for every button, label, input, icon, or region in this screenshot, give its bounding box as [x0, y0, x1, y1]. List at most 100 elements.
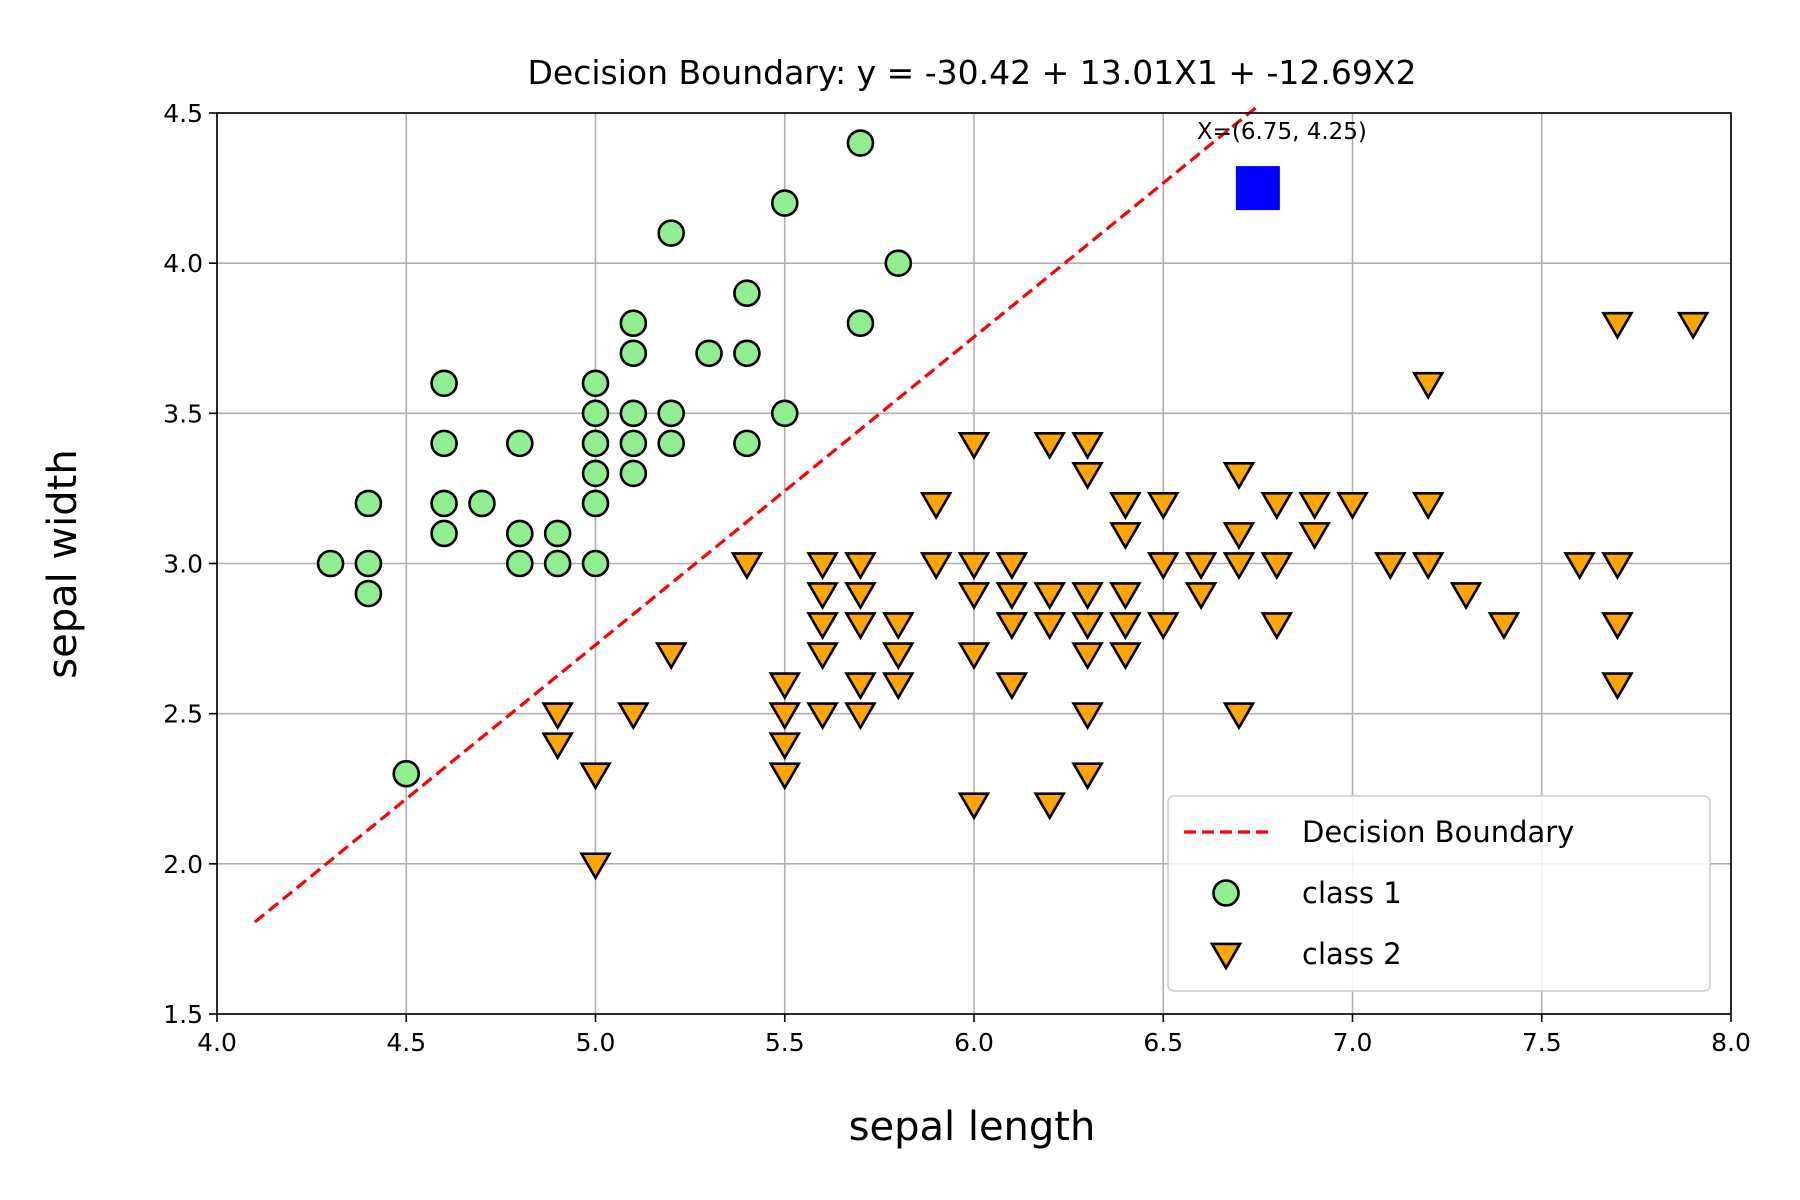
class-2-point: [1071, 612, 1104, 641]
class-2-point: [995, 612, 1029, 641]
class-2-point: [957, 582, 991, 611]
y-tick-label: 4.0: [163, 249, 203, 278]
class-2-point: [1184, 552, 1218, 581]
x-tick-label: 6.5: [1143, 1028, 1183, 1057]
class-2-point: [1033, 792, 1066, 821]
class-1-point: [733, 339, 761, 368]
class-1-point: [695, 339, 723, 368]
class-1-point: [770, 399, 799, 428]
class-1-point: [733, 279, 761, 308]
class-2-point: [579, 852, 612, 881]
class-1-point: [430, 429, 458, 458]
x-tick-label: 7.0: [1333, 1028, 1373, 1057]
legend: Decision Boundary class 1 class 2: [1167, 795, 1711, 992]
class-2-point: [1146, 492, 1180, 521]
query-point-marker: [1235, 166, 1280, 211]
class-2-point: [844, 612, 877, 641]
decision-boundary-line: [253, 104, 1259, 924]
class-2-point: [1374, 552, 1407, 581]
class-1-point: [430, 369, 458, 398]
x-tick-label: 8.0: [1711, 1028, 1751, 1057]
y-axis-label: sepal width: [40, 449, 86, 678]
class-2-point: [919, 492, 953, 521]
class-2-point: [1146, 612, 1180, 641]
x-axis-label: sepal length: [849, 1104, 1096, 1150]
class-2-point: [1033, 612, 1066, 641]
x-tick-label: 4.0: [197, 1028, 237, 1057]
class-1-point: [619, 309, 648, 338]
class-2-point: [882, 672, 915, 701]
class-1-point: [430, 489, 458, 518]
class-2-point: [1411, 371, 1445, 400]
axis-ticks: 4.0 4.5 5.0 5.5 6.0 6.5 7.0 7.5 8.0 1.5 2.0 2.5 3.0 3…: [163, 99, 1751, 1057]
class-1-point: [884, 249, 913, 277]
class-2-point: [1260, 612, 1294, 641]
decision-boundary-layer: [253, 104, 1259, 924]
class-2-point: [1222, 462, 1256, 490]
class-2-point: [1298, 492, 1331, 521]
class-1-point: [505, 429, 534, 458]
class-2-point: [844, 582, 877, 611]
class-1-point: [581, 459, 610, 488]
class-2-point: [1601, 612, 1634, 641]
class-1-point: [354, 549, 383, 578]
class-2-point: [1411, 492, 1445, 521]
class-2-point: [1601, 552, 1634, 581]
class-2-point: [768, 702, 802, 731]
y-tick-label: 1.5: [163, 1000, 203, 1029]
class-1-point: [543, 519, 572, 548]
class-1-point: [505, 519, 534, 548]
class-2-point: [1487, 612, 1521, 641]
class-2-point: [1336, 492, 1369, 521]
data-points-layer: [316, 129, 1710, 881]
class-2-point: [730, 552, 764, 581]
class-1-point: [581, 369, 610, 398]
class-2-point: [882, 642, 915, 671]
chart-title: Decision Boundary: y = -30.42 + 13.01X1 …: [528, 53, 1417, 92]
class-2-point: [806, 582, 839, 611]
y-tick-label: 3.0: [163, 550, 203, 579]
class-2-point: [806, 702, 839, 731]
class-2-point: [1222, 552, 1256, 581]
class-1-point: [468, 489, 496, 518]
class-2-point: [579, 762, 612, 791]
class-1-point: [657, 219, 686, 247]
class-1-point: [657, 399, 686, 428]
class-2-point: [995, 582, 1029, 611]
x-tick-label: 7.5: [1522, 1028, 1562, 1057]
class-1-point: [581, 429, 610, 458]
class-2-point: [1033, 431, 1066, 460]
class-2-point: [1298, 522, 1331, 551]
class-2-point: [957, 431, 991, 460]
class-2-point: [1676, 311, 1710, 340]
class-1-point: [581, 549, 610, 578]
class-2-point: [1184, 582, 1218, 611]
class-2-point: [768, 732, 802, 761]
class-2-point: [1109, 582, 1142, 611]
class-1-point: [581, 399, 610, 428]
class-1-point: [619, 339, 648, 368]
class-2-point: [957, 552, 991, 581]
legend-class-1-swatch: [1212, 879, 1240, 907]
class-1-point: [392, 759, 421, 788]
annotation-layer: X=(6.75, 4.25): [1197, 119, 1367, 211]
y-tick-label: 4.5: [163, 99, 203, 128]
x-tick-label: 5.0: [576, 1028, 616, 1057]
legend-label-class-2: class 2: [1302, 937, 1402, 971]
class-1-point: [354, 489, 383, 518]
class-2-point: [806, 552, 839, 581]
class-2-point: [768, 672, 802, 701]
class-2-point: [1601, 311, 1634, 340]
class-1-point: [733, 429, 761, 458]
class-1-point: [619, 429, 648, 458]
class-2-point: [1071, 431, 1104, 460]
class-2-point: [957, 792, 991, 821]
class-2-point: [1449, 582, 1483, 611]
class-2-point: [995, 552, 1029, 581]
class-2-point: [1109, 522, 1142, 551]
y-tick-label: 3.5: [163, 399, 203, 428]
class-1-point: [846, 129, 875, 157]
class-1-point: [505, 549, 534, 578]
class-1-point: [657, 429, 686, 458]
